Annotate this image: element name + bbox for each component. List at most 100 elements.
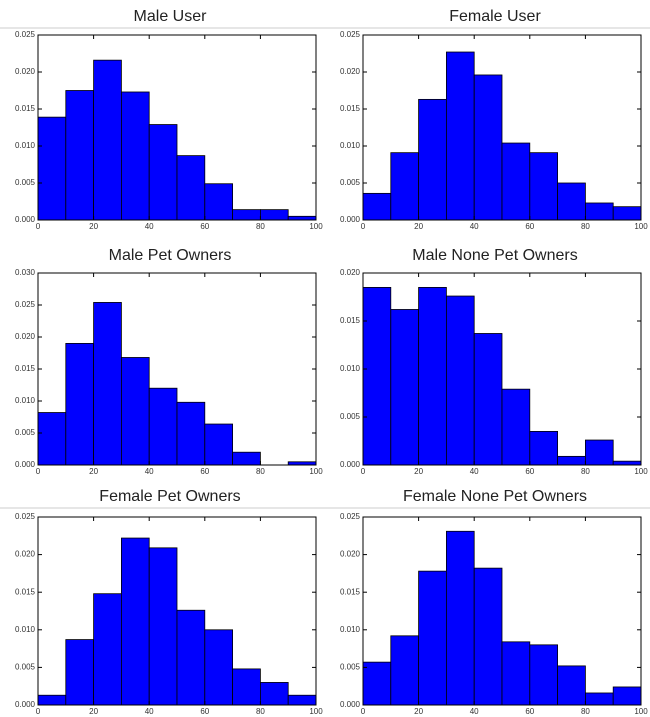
bar	[612, 206, 642, 221]
x-tick-label: 0	[361, 222, 366, 231]
y-tick-label: 0.010	[340, 141, 361, 150]
x-tick-label: 20	[414, 222, 423, 231]
chart-title: Female User	[449, 8, 541, 25]
bar	[287, 694, 317, 706]
y-tick-label: 0.030	[15, 268, 36, 277]
plot-frame	[362, 516, 642, 706]
bar	[612, 460, 642, 466]
bar	[121, 357, 150, 466]
y-tick-label: 0.025	[340, 512, 361, 521]
bar	[121, 537, 150, 706]
bar	[65, 342, 95, 466]
bar	[65, 90, 95, 221]
y-tick-label: 0.020	[15, 550, 36, 559]
x-tick-label: 60	[200, 707, 209, 716]
y-tick-label: 0.000	[340, 460, 361, 469]
y-tick-label: 0.015	[340, 587, 361, 596]
x-tick-label: 100	[634, 707, 648, 716]
bar	[176, 401, 206, 466]
y-tick-label: 0.005	[340, 178, 361, 187]
bar	[612, 686, 642, 706]
y-tick-label: 0.005	[340, 412, 361, 421]
bar	[148, 124, 178, 221]
bar	[390, 635, 419, 706]
x-tick-label: 100	[634, 222, 648, 231]
y-tick-label: 0.005	[15, 428, 36, 437]
bar	[529, 430, 558, 466]
bar	[37, 694, 67, 706]
bar	[93, 59, 122, 221]
y-tick-label: 0.020	[15, 67, 36, 76]
bar	[390, 152, 419, 221]
bar	[65, 639, 95, 706]
y-tick-label: 0.015	[15, 587, 36, 596]
y-tick-label: 0.015	[15, 364, 36, 373]
y-tick-label: 0.025	[340, 30, 361, 39]
plot-frame	[37, 516, 317, 706]
bar	[418, 570, 447, 706]
bar	[585, 439, 614, 466]
x-tick-label: 100	[309, 467, 323, 476]
bar	[445, 295, 475, 466]
x-tick-label: 80	[256, 467, 265, 476]
y-tick-label: 0.005	[15, 663, 36, 672]
x-tick-label: 0	[361, 467, 366, 476]
x-tick-label: 40	[470, 222, 479, 231]
y-tick-label: 0.020	[340, 67, 361, 76]
bar	[259, 682, 289, 706]
x-tick-label: 80	[256, 222, 265, 231]
x-tick-label: 20	[89, 467, 98, 476]
x-tick-label: 100	[309, 222, 323, 231]
y-tick-label: 0.005	[340, 663, 361, 672]
y-tick-label: 0.000	[340, 215, 361, 224]
x-tick-label: 100	[309, 707, 323, 716]
x-tick-label: 60	[200, 467, 209, 476]
chart-title: Female Pet Owners	[99, 488, 240, 505]
x-tick-label: 80	[256, 707, 265, 716]
y-tick-label: 0.010	[15, 396, 36, 405]
bar	[204, 629, 234, 706]
bar	[148, 547, 178, 706]
x-tick-label: 20	[414, 707, 423, 716]
chart-title: Male None Pet Owners	[412, 247, 577, 264]
y-tick-label: 0.015	[340, 316, 361, 325]
bar	[473, 333, 503, 466]
bar	[362, 286, 392, 466]
y-tick-label: 0.015	[340, 104, 361, 113]
plot-frame	[37, 34, 317, 221]
bar	[501, 388, 531, 466]
bar	[418, 98, 447, 221]
bar	[585, 692, 614, 706]
plot-frame	[362, 34, 642, 221]
bar	[204, 423, 234, 466]
x-tick-label: 60	[200, 222, 209, 231]
y-tick-label: 0.010	[15, 141, 36, 150]
bar	[93, 302, 122, 466]
y-tick-label: 0.000	[15, 460, 36, 469]
x-tick-label: 40	[145, 222, 154, 231]
x-tick-label: 40	[470, 707, 479, 716]
bar	[585, 202, 614, 221]
x-tick-label: 0	[36, 222, 41, 231]
chart-title: Female None Pet Owners	[403, 488, 587, 505]
bar	[287, 215, 317, 221]
x-tick-label: 80	[581, 467, 590, 476]
y-tick-label: 0.000	[15, 215, 36, 224]
bar	[232, 451, 261, 466]
y-tick-label: 0.000	[15, 700, 36, 709]
bar	[259, 209, 289, 221]
bar	[557, 182, 586, 221]
bar	[557, 665, 586, 706]
bar	[418, 286, 447, 466]
bar	[501, 142, 531, 221]
y-tick-label: 0.010	[340, 364, 361, 373]
bar	[37, 412, 67, 466]
x-tick-label: 60	[525, 707, 534, 716]
y-tick-label: 0.005	[15, 178, 36, 187]
x-tick-label: 40	[470, 467, 479, 476]
y-tick-label: 0.025	[15, 300, 36, 309]
x-tick-label: 20	[89, 707, 98, 716]
bar	[473, 74, 503, 221]
y-tick-label: 0.010	[340, 625, 361, 634]
